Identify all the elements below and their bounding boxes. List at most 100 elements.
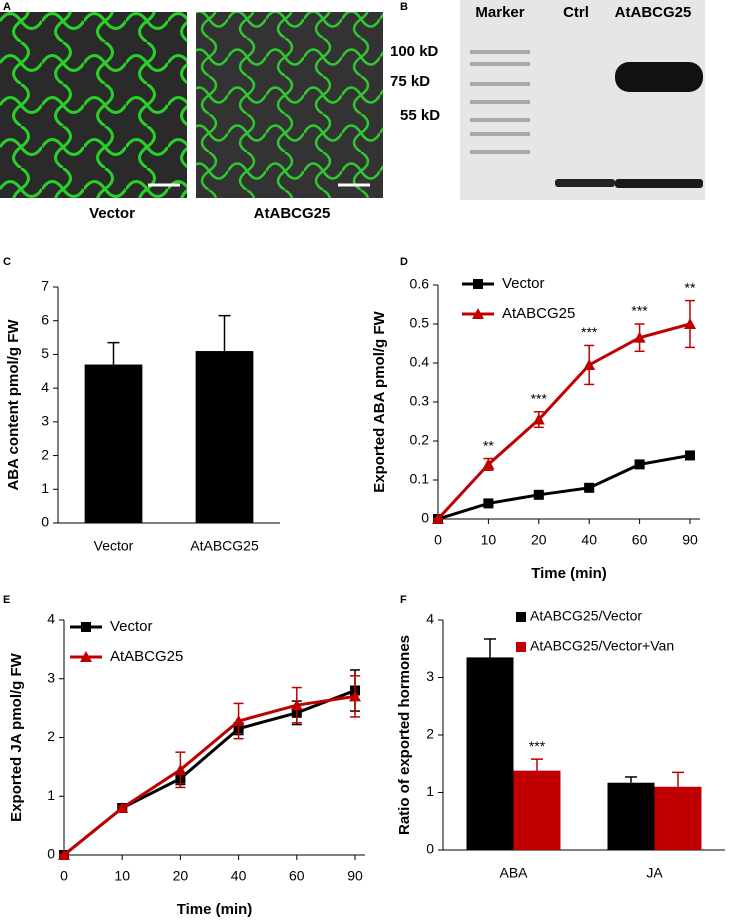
marker: [634, 459, 645, 470]
y-tick-label: 0: [426, 841, 434, 857]
size-label: 100 kD: [390, 43, 439, 60]
marker: [483, 498, 494, 509]
y-axis-title: ABA content pmol/g FW: [5, 319, 22, 491]
x-tick-label: 20: [173, 868, 189, 884]
y-tick-label: 4: [47, 611, 55, 627]
annotation: ***: [581, 324, 598, 340]
y-tick-label: 0.3: [410, 393, 430, 409]
series-line: [63, 689, 356, 857]
micrograph: [0, 12, 187, 198]
bar: [607, 782, 655, 850]
legend-swatch: [516, 612, 526, 622]
annotation: ***: [531, 390, 548, 406]
y-tick-label: 0.2: [410, 432, 430, 448]
y-tick-label: 5: [41, 345, 49, 361]
y-tick-label: 2: [41, 446, 49, 462]
band: [615, 62, 703, 92]
y-tick-label: 2: [47, 728, 55, 744]
marker: [472, 308, 484, 319]
legend-label: Vector: [502, 275, 545, 292]
marker: [473, 279, 483, 289]
lane-label: Ctrl: [563, 4, 589, 21]
x-axis-title: Time (min): [531, 565, 607, 582]
series-line: [437, 453, 691, 521]
bar: [654, 786, 702, 850]
y-tick-label: 0: [41, 514, 49, 530]
y-tick-label: 0.4: [410, 354, 430, 370]
y-tick-label: 0: [47, 846, 55, 862]
x-tick-label: Vector: [94, 538, 134, 554]
x-tick-label: 20: [531, 532, 547, 548]
marker: [533, 489, 544, 500]
caption: AtABCG25: [254, 205, 331, 222]
legend-label: AtABCG25/Vector: [530, 608, 642, 624]
panel-label: E: [3, 594, 10, 606]
marker: [349, 690, 361, 702]
marker: [116, 802, 129, 813]
y-tick-label: 6: [41, 311, 49, 327]
y-axis-title: Exported JA pmol/g FW: [8, 652, 25, 821]
x-axis-title: Time (min): [177, 901, 253, 918]
bar: [195, 351, 254, 523]
marker-bands: [470, 50, 530, 154]
bar: [513, 770, 561, 850]
y-tick-label: 0.5: [410, 315, 430, 331]
legend-swatch: [516, 642, 526, 652]
x-tick-label: JA: [646, 865, 663, 881]
marker: [633, 331, 646, 343]
marker: [80, 651, 92, 662]
legend-label: AtABCG25: [502, 305, 575, 322]
x-tick-label: 10: [114, 868, 130, 884]
bar: [84, 364, 143, 523]
marker: [232, 715, 245, 727]
marker: [583, 358, 596, 370]
legend-label: AtABCG25/Vector+Van: [530, 638, 674, 654]
size-label: 55 kD: [400, 107, 440, 124]
marker: [684, 318, 696, 329]
micrograph: [196, 12, 383, 198]
marker: [432, 513, 444, 524]
series-line: [63, 694, 356, 857]
marker: [685, 450, 695, 461]
y-tick-label: 1: [426, 783, 434, 799]
y-tick-label: 3: [47, 669, 55, 685]
panel-label: B: [400, 1, 408, 13]
lane-label: AtABCG25: [615, 4, 692, 21]
y-tick-label: 0.6: [410, 276, 430, 292]
x-tick-label: 0: [434, 532, 442, 548]
marker: [532, 413, 545, 425]
annotation: **: [483, 437, 494, 453]
y-tick-label: 1: [41, 480, 49, 496]
lane-label: Marker: [475, 4, 524, 21]
caption: Vector: [89, 205, 135, 222]
marker: [290, 699, 303, 711]
x-tick-label: 90: [682, 532, 698, 548]
bar: [466, 657, 514, 850]
y-tick-label: 4: [426, 611, 434, 627]
marker: [584, 482, 595, 493]
panel-label: D: [400, 256, 408, 268]
annotation: ***: [529, 738, 546, 754]
x-tick-label: 40: [581, 532, 597, 548]
marker: [81, 622, 91, 632]
y-axis-title: Exported ABA pmol/g FW: [371, 310, 388, 492]
x-tick-label: ABA: [499, 865, 528, 881]
x-tick-label: 60: [289, 868, 305, 884]
y-tick-label: 0.1: [410, 471, 430, 487]
y-tick-label: 3: [426, 668, 434, 684]
x-tick-label: 60: [632, 532, 648, 548]
marker: [482, 458, 495, 470]
series-line: [436, 322, 691, 521]
marker: [58, 849, 70, 860]
y-tick-label: 2: [426, 726, 434, 742]
x-tick-label: 0: [60, 868, 68, 884]
x-tick-label: 90: [347, 868, 363, 884]
y-tick-label: 1: [47, 787, 55, 803]
band: [555, 179, 615, 187]
annotation: ***: [631, 303, 648, 319]
size-label: 75 kD: [390, 73, 430, 90]
panel-label: C: [3, 256, 11, 268]
y-tick-label: 4: [41, 379, 49, 395]
y-axis-title: Ratio of exported hormones: [396, 635, 413, 835]
